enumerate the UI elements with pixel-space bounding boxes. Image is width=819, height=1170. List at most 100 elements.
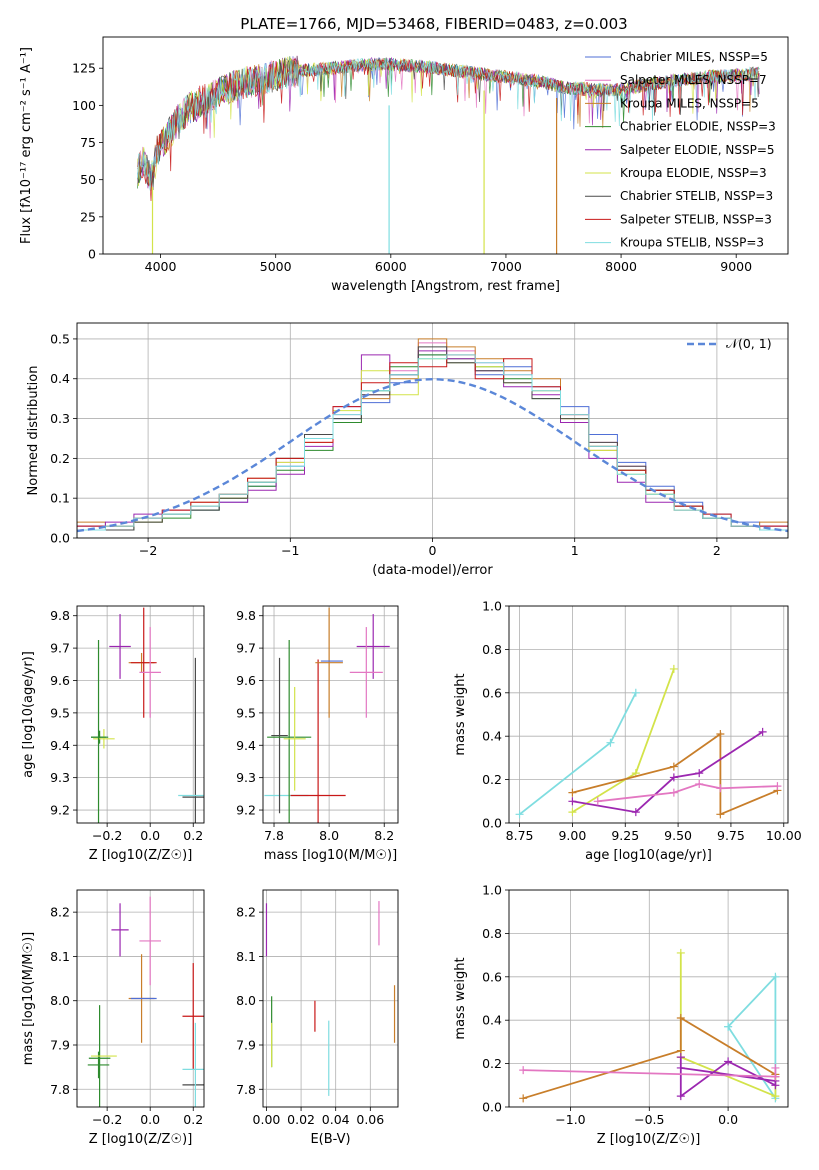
y-tick-label: 1.0 [482,883,502,898]
y-axis-label: mass weight [453,673,468,755]
y-tick-label: 0.4 [482,729,502,744]
y-tick-label: 0.1 [50,491,70,506]
weight-marker [771,1092,780,1101]
y-tick-label: 8.1 [236,949,256,964]
y-tick-label: 7.9 [236,1038,256,1053]
x-tick-label: 5000 [260,259,292,274]
plot-area [509,606,788,823]
y-axis-label: Flux [fλ10⁻¹⁷ erg cm⁻² s⁻¹ A⁻¹] [19,47,34,244]
y-tick-label: 0.2 [482,1056,502,1071]
weight-marker [669,664,678,673]
histogram-step [77,354,788,538]
weight-line [572,732,778,816]
legend-label: Salpeter STELIB, NSSP=3 [620,212,772,226]
chart-layer: 4000 5000 6000 7000 8000 9000 0 25 50 75 100 125 wav… [19,36,802,1147]
y-tick-label: 9.3 [236,770,256,785]
x-tick-label: 0.2 [183,1112,203,1127]
y-tick-label: 0.0 [482,816,502,831]
x-axis-label: Z [log10(Z/Z☉)] [597,1132,701,1147]
y-tick-label: 9.3 [50,770,70,785]
weight-marker [568,788,577,797]
weight-marker [716,784,725,793]
plot-area [137,55,760,254]
y-axis-label: Normed distribution [26,366,41,496]
x-tick-label: 0.00 [253,1112,281,1127]
normal-curve [77,377,788,533]
weight-marker [676,1063,685,1072]
x-axis-label: E(B-V) [310,1132,350,1147]
weight-line [679,1057,777,1098]
weight-marker [773,782,782,791]
y-tick-label: 0.8 [482,926,502,941]
legend-label: 𝒩(0, 1) [726,336,772,351]
y-tick-label: 9.6 [236,673,256,688]
y-tick-label: 8.2 [50,905,70,920]
axes-frame [102,36,789,255]
weight-marker [771,1063,780,1072]
x-tick-label: 7000 [490,259,522,274]
y-tick-label: 7.9 [50,1038,70,1053]
weight-marker [669,762,678,771]
x-tick-label: 2 [713,543,721,558]
chart-4: 8.75 9.00 9.25 9.50 9.75 10.00 0.0 0.2 0.4 0.6 0.8… [453,599,802,864]
y-tick-label: 25 [80,209,96,224]
x-axis-label: (data-model)/error [372,563,493,578]
y-tick-label: 9.7 [236,641,256,656]
x-tick-label: 8.75 [506,828,534,843]
weight-marker [593,797,602,806]
x-tick-label: 0.0 [140,828,160,843]
plot-area [77,890,204,1107]
y-tick-label: 0.3 [50,411,70,426]
x-tick-label: 8.2 [374,828,394,843]
y-tick-label: 1.0 [482,599,502,614]
y-tick-label: 0.6 [482,685,502,700]
y-tick-label: 0.4 [50,371,70,386]
x-tick-label: 0.0 [140,1112,160,1127]
y-tick-label: 8.1 [50,949,70,964]
y-tick-label: 9.5 [50,705,70,720]
histogram-step [77,354,788,538]
weight-marker [568,797,577,806]
y-tick-label: 0.2 [482,772,502,787]
x-tick-label: 8.0 [319,828,339,843]
chart-1: −2 −1 0 1 2 0.0 0.1 0.2 0.3 0.4 0.5 (data-model)/er… [26,322,789,578]
y-tick-label: 9.8 [50,608,70,623]
y-tick-label: 8.0 [236,993,256,1008]
weight-marker [519,1094,528,1103]
x-axis-label: wavelength [Angstrom, rest frame] [331,279,560,294]
legend-label: Chabrier STELIB, NSSP=3 [620,189,773,203]
legend-label: Kroupa MILES, NSSP=5 [620,96,759,110]
x-tick-label: 10.00 [766,828,802,843]
weight-marker [631,808,640,817]
y-tick-label: 7.8 [50,1082,70,1097]
weight-marker [669,788,678,797]
weight-marker [724,1022,733,1031]
chart-3: 7.8 8.0 8.2 9.2 9.3 9.4 9.5 9.6 9.7 9.8 mass [log1… [236,605,399,863]
x-tick-label: 8000 [605,259,637,274]
weight-marker [716,730,725,739]
y-tick-label: 0.0 [50,531,70,546]
axes-frame [76,889,205,1108]
legend-label: Salpeter MILES, NSSP=7 [620,73,767,87]
x-tick-label: 0.06 [356,1112,384,1127]
weight-marker [631,688,640,697]
x-tick-label: −0.2 [92,1112,122,1127]
weight-marker [716,810,725,819]
axes-frame [508,889,789,1108]
weight-marker [568,808,577,817]
x-axis-label: Z [log10(Z/Z☉)] [89,1132,193,1147]
x-tick-label: 6000 [375,259,407,274]
x-tick-label: 0.04 [322,1112,350,1127]
x-tick-label: 0 [429,543,437,558]
y-tick-label: 9.4 [50,738,70,753]
weight-marker [515,810,524,819]
x-tick-label: −2 [139,543,157,558]
chart-0: 4000 5000 6000 7000 8000 9000 0 25 50 75 100 125 wav… [19,36,789,294]
y-tick-label: 0 [88,247,96,262]
plot-area [77,606,204,823]
x-tick-label: 9.00 [558,828,586,843]
x-tick-label: 7.8 [264,828,284,843]
weight-marker [676,1092,685,1101]
y-tick-label: 9.6 [50,673,70,688]
